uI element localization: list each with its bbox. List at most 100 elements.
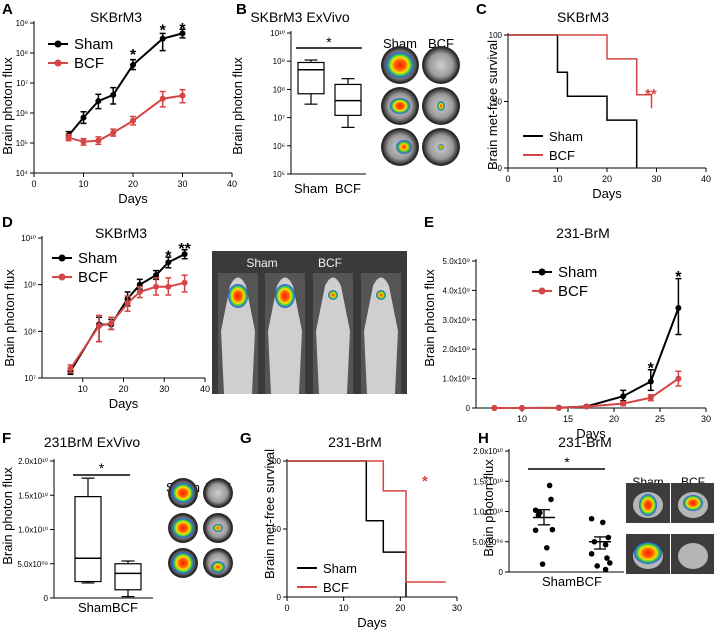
x-tick-label-C: 10 — [552, 174, 562, 184]
brain-tissue — [205, 480, 231, 506]
significance-star: * — [99, 460, 105, 476]
x-tick-label-G: 20 — [395, 603, 405, 613]
luminescence-signal — [639, 494, 657, 516]
chart-title-E: 231-BrM — [556, 225, 610, 241]
data-point-bcf — [675, 375, 682, 382]
y-tick-label-A: 10⁶ — [16, 109, 28, 118]
luminescence-signal — [396, 140, 412, 154]
luminescence-signal — [634, 542, 662, 564]
ex-vivo-image-F: ShamBCF — [166, 478, 233, 578]
x-tick-label-G: 0 — [284, 603, 289, 613]
data-point-sham — [179, 30, 186, 37]
category-label-F: ShamBCF — [78, 600, 138, 615]
legend-label-D: Sham — [78, 250, 117, 267]
ex-vivo-image-B: Sham BCF — [381, 36, 460, 166]
legend-marker-D — [58, 254, 66, 262]
y-tick-label-D: 10⁹ — [24, 281, 36, 290]
data-point-bcf — [124, 300, 131, 307]
legend-label-G: Sham — [323, 561, 357, 576]
chart-title-G: 231-BrM — [328, 434, 382, 450]
data-point-bcf — [165, 283, 172, 290]
y-tick-label-A: 10⁴ — [16, 169, 29, 178]
x-tick-label-A: 40 — [227, 179, 237, 189]
y-axis-title-G: Brain met-free survival — [262, 449, 277, 579]
x-tick-label-E: 25 — [655, 414, 665, 424]
scatter-point-sham — [539, 561, 546, 567]
panel-label-F: F — [2, 430, 11, 447]
y-tick-label-B: 10⁹ — [273, 57, 285, 66]
scatter-point-sham — [532, 527, 539, 534]
panel-label-D: D — [2, 214, 13, 231]
data-point-sham — [181, 251, 188, 258]
data-point-bcf — [108, 320, 115, 327]
y-tick-label-G: 50 — [272, 525, 281, 534]
data-point-bcf — [159, 95, 166, 102]
x-axis-title-E: Days — [576, 426, 606, 441]
legend-marker-E — [538, 268, 546, 276]
significance-star: * — [648, 360, 655, 377]
scatter-point-bcf — [607, 560, 613, 566]
y-tick-label-E: 1.0x10⁹ — [443, 375, 470, 384]
x-tick-label-C: 0 — [505, 174, 510, 184]
brain-tissue — [424, 48, 458, 82]
data-point-bcf — [179, 92, 186, 99]
data-point-bcf — [555, 405, 562, 411]
luminescence-signal — [213, 524, 223, 532]
image-header-D: Sham — [246, 256, 277, 270]
luminescence-signal — [211, 561, 225, 573]
y-tick-label-H: 1.0x10¹⁰ — [473, 508, 503, 517]
y-tick-label-G: 0 — [277, 593, 282, 602]
y-tick-label-B: 10⁵ — [273, 170, 285, 179]
y-axis-title-D: Brain photon flux — [2, 269, 17, 367]
scatter-point-sham — [549, 526, 556, 533]
luminescence-signal — [438, 144, 444, 150]
legend-label-C: Sham — [549, 129, 583, 144]
x-tick-label-C: 30 — [651, 174, 661, 184]
legend-marker-A — [54, 59, 62, 67]
y-axis-title-B: Brain photon flux — [230, 57, 245, 155]
data-point-bcf — [130, 117, 136, 124]
y-tick-label-E: 5.0x10⁹ — [443, 257, 470, 266]
chart-title-D: SKBrM3 — [95, 225, 147, 241]
y-tick-label-B: 10⁷ — [273, 114, 285, 123]
significance-star: * — [130, 47, 137, 64]
panel-label-B: B — [236, 1, 247, 18]
data-point-sham — [110, 91, 117, 98]
significance-star: * — [564, 454, 570, 470]
image-header-D: BCF — [318, 256, 342, 270]
x-tick-label-E: 10 — [517, 414, 527, 424]
scatter-point-bcf — [605, 534, 612, 541]
legend-label-G: BCF — [323, 580, 349, 595]
chart-title-H: 231-BrM — [558, 434, 612, 450]
series-line-sham — [494, 307, 680, 409]
data-point-sham — [620, 393, 627, 400]
scatter-point-bcf — [602, 541, 609, 548]
x-tick-label-D: 10 — [78, 384, 88, 394]
y-tick-label-H: 5.0x10⁰⁹ — [472, 538, 503, 547]
y-tick-label-F: 2.0x10¹⁰ — [18, 457, 48, 466]
data-point-sham — [159, 35, 166, 42]
data-point-sham — [80, 114, 87, 121]
y-tick-label-H: 1.5x10¹⁰ — [473, 477, 503, 486]
luminescence-signal — [172, 518, 194, 538]
category-label-H: ShamBCF — [542, 574, 602, 589]
x-tick-label-A: 0 — [31, 179, 36, 189]
data-point-bcf — [491, 405, 498, 411]
y-tick-label-E: 2.0x10⁹ — [443, 345, 470, 354]
panel-label-H: H — [478, 430, 489, 447]
survival-curve-bcf — [508, 34, 653, 109]
luminescence-signal — [275, 284, 295, 308]
scatter-point-bcf — [588, 551, 595, 557]
significance-star: * — [422, 473, 428, 490]
y-tick-label-B: 10⁸ — [273, 85, 285, 94]
y-tick-label-C: 100 — [489, 31, 503, 40]
scatter-point-bcf — [594, 563, 600, 569]
y-axis-title-E: Brain photon flux — [422, 269, 437, 367]
data-point-bcf — [153, 283, 160, 290]
y-axis-title-F: Brain photon flux — [0, 467, 15, 565]
box-sham — [297, 61, 325, 95]
category-label-B: Sham — [294, 181, 328, 196]
data-point-bcf — [110, 129, 117, 136]
significance-star: * — [675, 269, 682, 286]
x-tick-label-D: 20 — [118, 384, 128, 394]
